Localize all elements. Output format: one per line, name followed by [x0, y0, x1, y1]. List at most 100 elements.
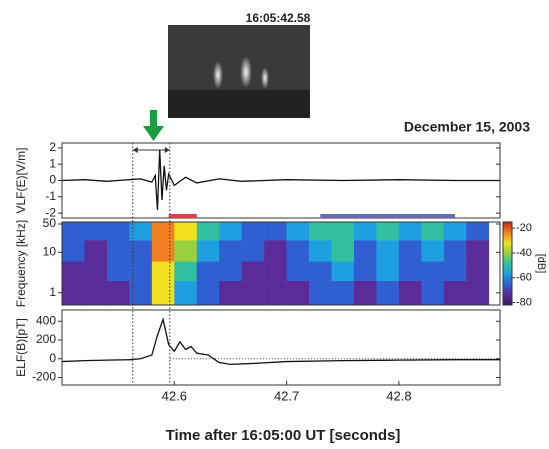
- y-tick-label: -1: [45, 189, 56, 203]
- colorbar: [502, 221, 513, 306]
- line: [61, 149, 500, 210]
- heatmap-cell: [376, 222, 400, 241]
- heatmap-cell: [129, 261, 153, 281]
- y-tick-label: 2: [49, 140, 56, 154]
- heatmap-cell: [174, 222, 198, 241]
- heatmap-cell: [331, 222, 355, 241]
- heatmap-cell: [129, 240, 153, 262]
- line: [61, 317, 500, 366]
- heatmap-cell: [354, 240, 377, 262]
- y-tick-label: 10: [43, 244, 57, 258]
- plot-frame: [61, 309, 501, 386]
- x-tick-label: 42.8: [386, 388, 411, 403]
- heatmap-cell: [151, 240, 175, 262]
- time-span: [168, 214, 197, 218]
- heatmap-cell: [106, 280, 130, 306]
- heatmap-cell: [62, 222, 85, 241]
- heatmap-cell: [196, 222, 220, 241]
- photo-ground: [168, 90, 310, 118]
- heatmap-cell: [466, 240, 490, 262]
- heatmap-cell: [196, 240, 220, 262]
- colorbar-label: [dB]: [535, 254, 547, 274]
- heatmap-cell: [84, 222, 108, 241]
- x-axis-label: Time after 16:05:00 UT [seconds]: [166, 427, 401, 444]
- y-tick-label: 200: [36, 332, 56, 346]
- heatmap-cell: [264, 222, 287, 241]
- heatmap-cell: [241, 222, 265, 241]
- heatmap-cell: [174, 280, 198, 306]
- heatmap-cell: [106, 261, 130, 281]
- y-axis-label: VLF(E)[V/m]: [14, 147, 28, 213]
- heatmap-cell: [376, 280, 400, 306]
- heatmap-cell: [106, 240, 130, 262]
- heatmap-cell: [331, 261, 355, 281]
- heatmap-cell: [443, 280, 467, 306]
- interval-arrow: [132, 147, 138, 153]
- heatmap-cell: [264, 261, 287, 281]
- heatmap-cell: [129, 280, 153, 306]
- colorbar-tick-label: -60: [516, 272, 532, 284]
- sprite: [213, 61, 223, 89]
- heatmap-cell: [151, 222, 175, 241]
- heatmap-cell: [129, 222, 153, 241]
- heatmap-cell: [219, 222, 242, 241]
- heatmap-cell: [398, 280, 422, 306]
- heatmap-cell: [331, 240, 355, 262]
- y-tick-label: 50: [43, 216, 57, 230]
- heatmap-cell: [286, 261, 310, 281]
- photo: [168, 25, 310, 118]
- y-tick-label: 400: [36, 313, 56, 327]
- heatmap-cell: [196, 280, 220, 306]
- time-span: [320, 214, 456, 218]
- heatmap-cell: [84, 280, 108, 306]
- colorbar-tick-label: -40: [516, 247, 532, 259]
- heatmap-cell: [62, 261, 85, 281]
- colorbar-tick-label: -80: [516, 296, 532, 308]
- heatmap-cell: [84, 240, 108, 262]
- heatmap-cell: [264, 240, 287, 262]
- colorbar-tick-label: -20: [516, 222, 532, 234]
- heatmap-cell: [376, 240, 400, 262]
- heatmap-cell: [286, 280, 310, 306]
- heatmap-cell: [443, 261, 467, 281]
- heatmap-cell: [219, 240, 242, 262]
- heatmap-cell: [466, 222, 490, 241]
- heatmap-cell: [264, 280, 287, 306]
- y-tick-label: -200: [32, 370, 56, 384]
- heatmap-cell: [354, 222, 377, 241]
- heatmap-cell: [241, 240, 265, 262]
- heatmap-cell: [174, 240, 198, 262]
- heatmap-cell: [309, 222, 332, 241]
- plot-frame: [61, 142, 501, 219]
- y-tick-label: 0: [49, 351, 56, 365]
- heatmap-cell: [219, 261, 242, 281]
- y-tick-label: 0: [49, 173, 56, 187]
- heatmap-cell: [309, 280, 332, 306]
- y-tick-label: 1: [49, 156, 56, 170]
- heatmap-cell: [309, 261, 332, 281]
- heatmap-cell: [219, 280, 242, 306]
- heatmap-cell: [151, 261, 175, 281]
- heatmap-cell: [376, 261, 400, 281]
- heatmap-cell: [286, 222, 310, 241]
- heatmap-cell: [443, 222, 467, 241]
- chart-title: December 15, 2003: [404, 119, 530, 135]
- heatmap-cell: [398, 222, 422, 241]
- heatmap-cell: [421, 261, 445, 281]
- heatmap-cell: [241, 280, 265, 306]
- heatmap-cell: [398, 261, 422, 281]
- heatmap-cell: [354, 280, 377, 306]
- heatmap-cell: [398, 240, 422, 262]
- plot-frame: [61, 221, 501, 306]
- heatmap-cell: [62, 280, 85, 306]
- y-tick-label: 1: [49, 285, 56, 299]
- y-tick-label: -2: [45, 205, 56, 219]
- x-tick-label: 42.6: [162, 388, 187, 403]
- heatmap-cell: [421, 240, 445, 262]
- interval-arrow: [164, 147, 170, 153]
- heatmap-cell: [466, 280, 490, 306]
- heatmap-cell: [196, 261, 220, 281]
- heatmap-cell: [421, 222, 445, 241]
- heatmap-cell: [241, 261, 265, 281]
